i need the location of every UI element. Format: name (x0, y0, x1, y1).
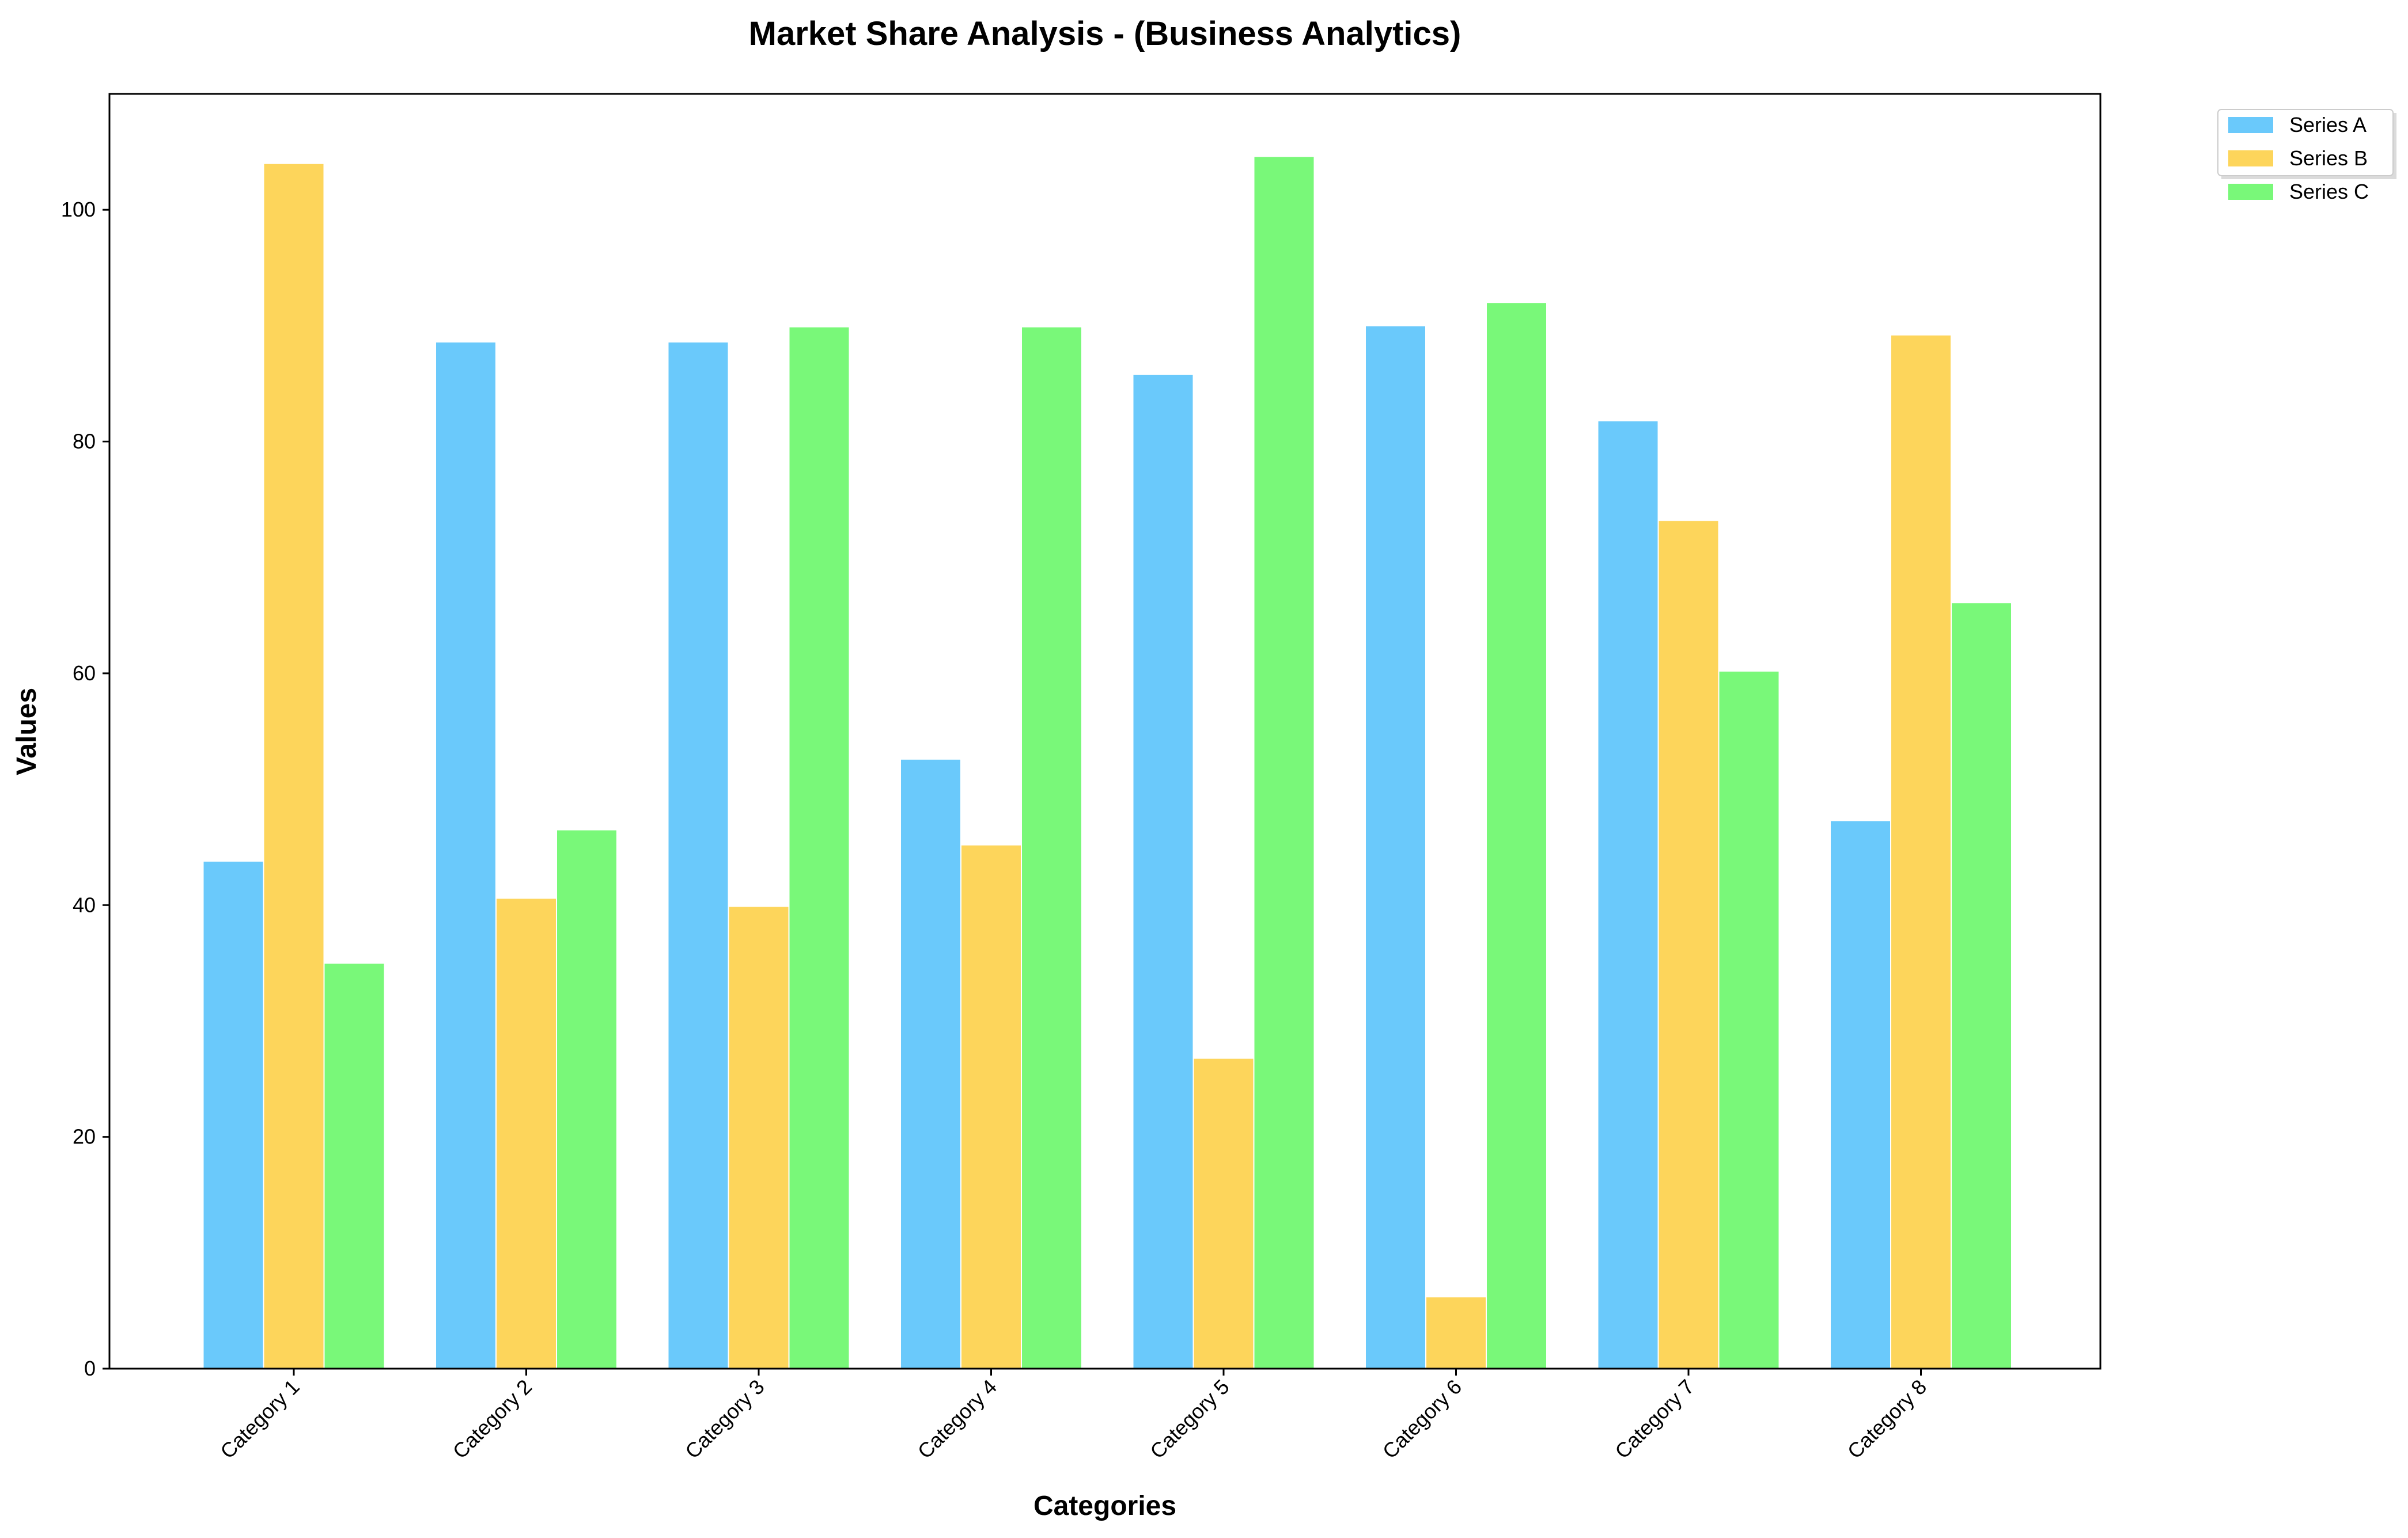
bar-1-category-5 (1132, 373, 1194, 1369)
x-tick-label: Category 6 (1378, 1375, 1467, 1464)
y-tick-label: 100 (61, 198, 96, 221)
bar-1-category-1 (202, 860, 264, 1369)
bar-2-category-2 (495, 897, 557, 1369)
bars-layer (202, 156, 2012, 1370)
bar-1-category-2 (435, 341, 497, 1370)
legend-items: Series A Series B Series C (2228, 113, 2369, 203)
bar-3-category-8 (1951, 602, 2012, 1369)
x-tick-label: Category 1 (215, 1375, 304, 1464)
chart-title: Market Share Analysis - (Business Analyt… (749, 15, 1462, 52)
bar-3-category-2 (556, 829, 618, 1369)
x-axis-title: Categories (1033, 1491, 1176, 1521)
bar-3-category-6 (1486, 302, 1547, 1369)
x-tick-label: Category 4 (913, 1375, 1002, 1464)
legend-label: Series B (2289, 146, 2368, 170)
legend-swatch (2228, 150, 2273, 166)
y-axis-title: Values (12, 688, 42, 775)
bar-3-category-4 (1021, 326, 1082, 1369)
bar-3-category-7 (1718, 670, 1780, 1369)
bar-3-category-3 (788, 326, 850, 1369)
bar-1-category-7 (1597, 420, 1659, 1369)
bar-2-category-7 (1657, 520, 1720, 1369)
x-axis: Category 1 Category 2 Category 3 Category 4… (215, 1369, 1931, 1463)
x-tick-label: Category 8 (1843, 1375, 1932, 1464)
x-tick-label: Category 5 (1145, 1375, 1234, 1464)
bar-2-category-3 (728, 906, 790, 1369)
x-tick-label: Category 7 (1610, 1375, 1699, 1464)
bar-2-category-6 (1425, 1296, 1487, 1370)
bar-3-category-1 (323, 962, 385, 1369)
bar-1-category-8 (1830, 820, 1891, 1370)
legend-swatch (2228, 117, 2273, 133)
y-tick-label: 80 (73, 430, 96, 453)
bar-3-category-5 (1253, 156, 1315, 1369)
bar-1-category-4 (900, 758, 961, 1369)
bar-2-category-4 (960, 844, 1022, 1369)
legend: Series A Series B Series C (2217, 109, 2396, 203)
x-tick-label: Category 2 (448, 1375, 537, 1464)
bar-2-category-5 (1192, 1057, 1255, 1370)
legend-swatch (2228, 184, 2273, 200)
y-tick-label: 0 (84, 1357, 96, 1380)
legend-label: Series A (2289, 113, 2367, 137)
x-tick-label: Category 3 (680, 1375, 769, 1464)
y-tick-label: 40 (73, 893, 96, 916)
legend-label: Series C (2289, 180, 2369, 203)
bar-1-category-6 (1365, 325, 1426, 1369)
y-tick-label: 60 (73, 661, 96, 685)
bar-1-category-3 (667, 341, 729, 1370)
bar-2-category-8 (1890, 334, 1952, 1370)
plot-frame (108, 93, 2102, 1370)
y-tick-label: 20 (73, 1125, 96, 1149)
y-axis: 0 20 40 60 80 100 (61, 198, 109, 1380)
bar-2-category-1 (263, 162, 325, 1370)
